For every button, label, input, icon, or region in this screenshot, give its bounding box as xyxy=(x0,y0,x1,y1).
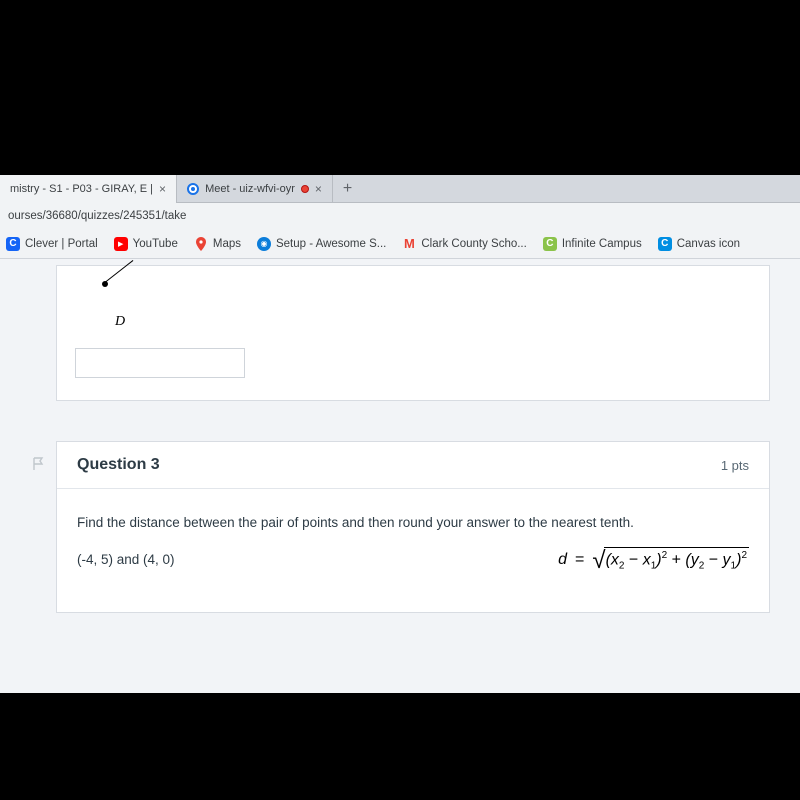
point-d-graphic xyxy=(105,282,141,289)
browser-tab-strip: mistry - S1 - P03 - GIRAY, E | × Meet - … xyxy=(0,175,800,203)
distance-formula: d = √ (x2 − x1)2 + (y2 − y1) xyxy=(558,547,749,572)
meet-favicon-icon xyxy=(187,183,199,195)
new-tab-button[interactable]: + xyxy=(333,180,362,198)
bookmark-setup[interactable]: ◉ Setup - Awesome S... xyxy=(257,237,386,251)
quiz-content-area: D Question 3 1 pts Find the distance bet… xyxy=(0,265,800,693)
laptop-black-bezel xyxy=(0,0,800,175)
tab-chemistry[interactable]: mistry - S1 - P03 - GIRAY, E | × xyxy=(0,175,177,203)
bookmark-label: Infinite Campus xyxy=(562,238,642,250)
bookmark-label: Clark County Scho... xyxy=(421,238,526,250)
bookmark-label: Canvas icon xyxy=(677,238,740,250)
url-text: ourses/36680/quizzes/245351/take xyxy=(8,210,186,222)
browser-window: mistry - S1 - P03 - GIRAY, E | × Meet - … xyxy=(0,175,800,693)
youtube-icon: ▶ xyxy=(114,237,128,251)
question-3-card: Question 3 1 pts Find the distance betwe… xyxy=(56,441,770,613)
close-icon[interactable]: × xyxy=(159,182,166,196)
clever-icon: C xyxy=(6,237,20,251)
bookmark-label: Setup - Awesome S... xyxy=(276,238,386,250)
recording-indicator-icon xyxy=(301,185,309,193)
flag-question-icon[interactable] xyxy=(31,456,47,472)
point-d-label: D xyxy=(115,314,751,330)
gmail-icon: M xyxy=(402,237,416,251)
question-card-previous: D xyxy=(56,265,770,401)
tab-title: mistry - S1 - P03 - GIRAY, E | xyxy=(10,183,153,195)
question-header: Question 3 1 pts xyxy=(57,442,769,489)
bookmark-clever[interactable]: C Clever | Portal xyxy=(6,237,98,251)
question-points: 1 pts xyxy=(721,458,749,473)
bookmark-label: Maps xyxy=(213,238,241,250)
bookmark-maps[interactable]: Maps xyxy=(194,237,241,251)
tab-title: Meet - uiz-wfvi-oyr xyxy=(205,183,295,195)
canvas-icon: C xyxy=(658,237,672,251)
answer-input[interactable] xyxy=(75,348,245,378)
question-title: Question 3 xyxy=(77,456,160,474)
question-data-row: (-4, 5) and (4, 0) d = √ (x2 − x1)2 + ( xyxy=(77,547,749,572)
bookmark-clark-county[interactable]: M Clark County Scho... xyxy=(402,237,526,251)
question-prompt: Find the distance between the pair of po… xyxy=(77,513,749,533)
bookmark-youtube[interactable]: ▶ YouTube xyxy=(114,237,178,251)
bookmark-label: YouTube xyxy=(133,238,178,250)
bookmark-infinite-campus[interactable]: C Infinite Campus xyxy=(543,237,642,251)
bookmark-canvas[interactable]: C Canvas icon xyxy=(658,237,740,251)
address-bar[interactable]: ourses/36680/quizzes/245351/take xyxy=(0,203,800,229)
maps-pin-icon xyxy=(194,237,208,251)
tab-meet[interactable]: Meet - uiz-wfvi-oyr × xyxy=(177,175,333,203)
question-body: Find the distance between the pair of po… xyxy=(57,489,769,612)
coordinate-points: (-4, 5) and (4, 0) xyxy=(77,552,175,567)
close-icon[interactable]: × xyxy=(315,182,322,196)
bookmark-label: Clever | Portal xyxy=(25,238,98,250)
bookmarks-bar: C Clever | Portal ▶ YouTube Maps ◉ Setup… xyxy=(0,229,800,259)
infinite-campus-icon: C xyxy=(543,237,557,251)
awesome-screenshot-icon: ◉ xyxy=(257,237,271,251)
